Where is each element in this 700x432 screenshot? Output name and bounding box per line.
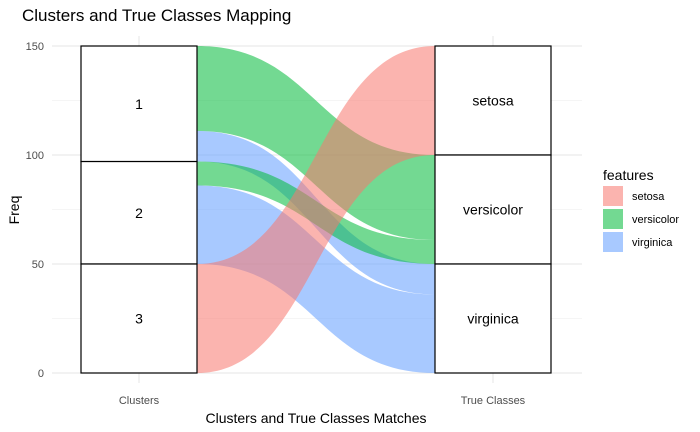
legend-label: virginica <box>632 237 673 249</box>
y-tick-label: 150 <box>26 41 44 53</box>
x-axis-title: Clusters and True Classes Matches <box>206 410 427 426</box>
legend-key-setosa <box>603 186 623 206</box>
legend-key-versicolor <box>603 209 623 229</box>
stratum-classes-versicolor <box>434 154 552 265</box>
legend-label: versicolor <box>632 214 679 226</box>
flow-3-setosa <box>197 46 435 373</box>
y-axis-title: Freq <box>6 196 22 225</box>
legend-key-virginica <box>603 232 623 252</box>
stratum-label: 3 <box>135 311 143 327</box>
strata: 1 2 3 setosa versicolor virginica <box>80 45 552 374</box>
y-tick-label: 0 <box>38 368 44 380</box>
flows <box>197 46 435 373</box>
y-axis-ticks: 0 50 100 150 <box>26 41 44 380</box>
legend: features setosa versicolor virginica <box>603 167 679 252</box>
flow-1-versicolor <box>197 46 435 241</box>
legend-label: setosa <box>632 191 665 203</box>
chart-title: Clusters and True Classes Mapping <box>22 6 291 25</box>
y-tick-label: 50 <box>32 259 44 271</box>
stratum-clusters-1 <box>80 45 198 163</box>
stratum-label: setosa <box>472 93 513 109</box>
y-tick-label: 100 <box>26 150 44 162</box>
legend-title: features <box>603 167 654 183</box>
stratum-label: 2 <box>135 205 143 221</box>
stratum-classes-setosa <box>434 45 552 156</box>
x-axis-ticks: Clusters True Classes <box>119 395 526 407</box>
stratum-clusters-3 <box>80 263 198 374</box>
stratum-label: versicolor <box>463 202 523 218</box>
x-tick-label: True Classes <box>461 395 526 407</box>
stratum-label: virginica <box>467 311 519 327</box>
x-tick-label: Clusters <box>119 395 160 407</box>
stratum-classes-virginica <box>434 263 552 374</box>
flow-2-virginica <box>197 185 435 373</box>
stratum-label: 1 <box>135 96 143 112</box>
